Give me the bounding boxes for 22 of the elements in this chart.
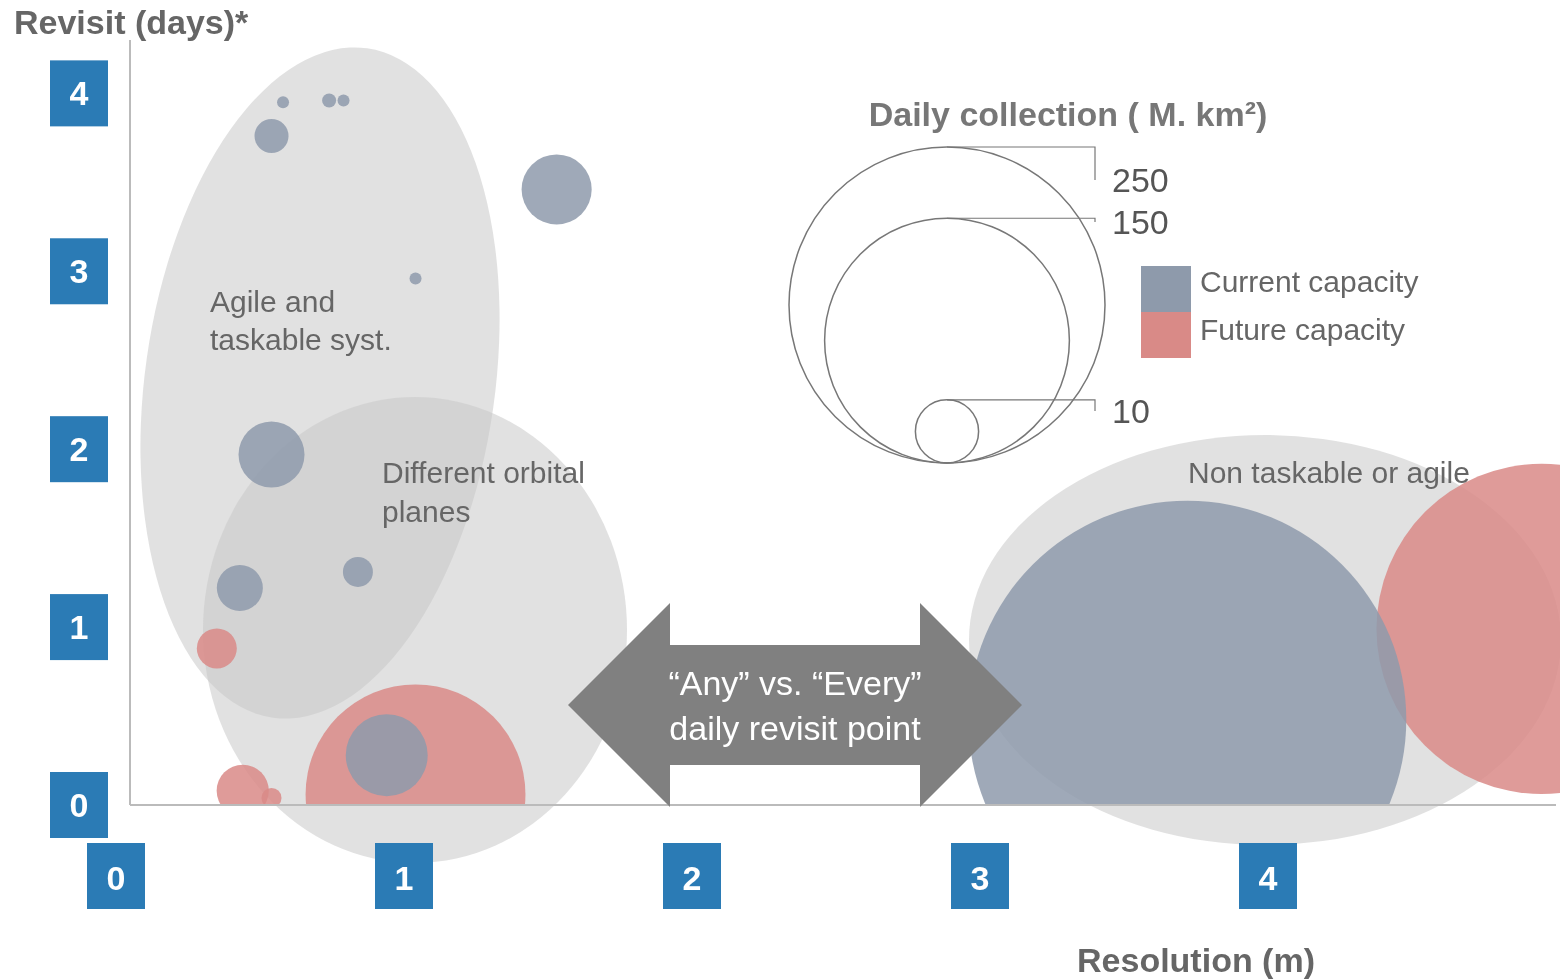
legend-label: 150 xyxy=(1112,203,1169,241)
annotation: Different orbital planes xyxy=(382,456,585,528)
annotation: Agile and taskable syst. xyxy=(210,285,392,356)
legend-label: 10 xyxy=(1112,392,1150,430)
x-tick-label: 3 xyxy=(970,859,990,897)
y-tick-label: 0 xyxy=(69,786,89,824)
x-tick-label: 0 xyxy=(106,859,126,897)
x-axis-title: Resolution (m) xyxy=(1077,941,1315,979)
y-tick-label: 2 xyxy=(69,430,89,469)
legend-title: Daily collection ( M. km²) xyxy=(868,95,1268,133)
y-tick-label: 4 xyxy=(69,74,89,113)
legend-label: Current capacity xyxy=(1200,265,1419,298)
y-tick-label: 3 xyxy=(69,252,89,291)
legend-label: Future capacity xyxy=(1200,313,1406,346)
annotation: “Any” vs. “Every” daily revisit point xyxy=(668,664,922,747)
y-axis-title: Revisit (days)* xyxy=(14,3,250,41)
x-tick-label: 2 xyxy=(682,859,702,897)
x-tick-label: 4 xyxy=(1258,859,1278,897)
legend-label: 250 xyxy=(1112,161,1169,199)
y-tick-label: 1 xyxy=(69,608,89,647)
annotation: Non taskable or agile xyxy=(1188,456,1470,489)
x-tick-label: 1 xyxy=(394,859,414,897)
